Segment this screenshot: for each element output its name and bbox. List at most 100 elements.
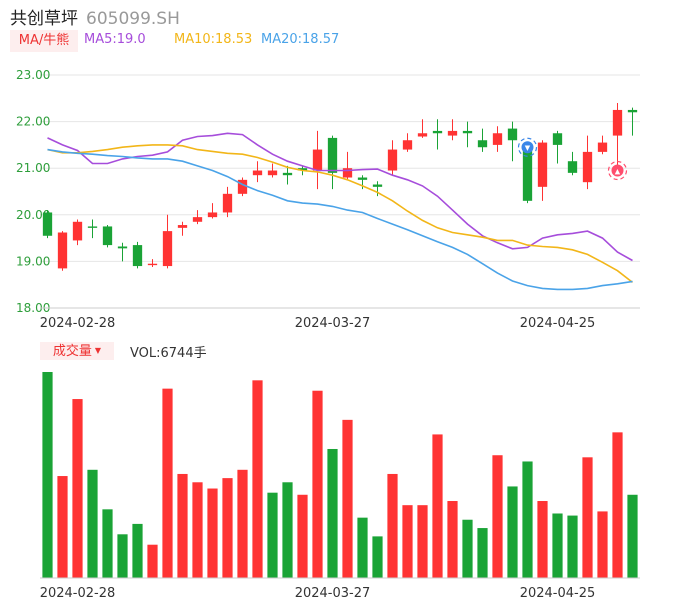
y-tick-label: 22.00 xyxy=(16,115,50,129)
svg-text:▲: ▲ xyxy=(615,168,621,176)
candle-body xyxy=(627,109,638,113)
x-tick-label: 2024-03-27 xyxy=(295,316,371,331)
candle-body xyxy=(132,245,143,267)
volume-value: VOL:6744手 xyxy=(130,346,207,361)
volume-bar xyxy=(537,501,548,578)
bull-signal-icon[interactable]: ▲ xyxy=(607,160,628,181)
volume-bar xyxy=(582,457,593,578)
volume-bar xyxy=(522,461,533,578)
volume-bar xyxy=(192,482,203,578)
candle-body xyxy=(537,142,548,187)
volume-bar xyxy=(627,494,638,578)
candle-body xyxy=(357,177,368,180)
volume-bar xyxy=(42,372,53,578)
volume-bar xyxy=(222,478,233,578)
volume-bar xyxy=(477,528,488,578)
candle-body xyxy=(597,142,608,152)
volume-bar xyxy=(252,380,263,578)
volume-bar xyxy=(117,534,128,578)
ma-bull-bear-toggle[interactable]: MA/牛熊 xyxy=(10,30,78,52)
candle-body xyxy=(552,133,563,145)
volume-bar xyxy=(102,509,113,578)
volume-bar xyxy=(417,505,428,578)
stock-name: 共创草坪 xyxy=(10,9,78,29)
volume-bar xyxy=(342,419,353,578)
ma5-line xyxy=(47,132,633,262)
candle-body xyxy=(417,133,428,137)
candle-body xyxy=(612,109,623,136)
candle-body xyxy=(102,226,113,246)
y-tick-label: 19.00 xyxy=(16,254,50,268)
ma10-line xyxy=(47,144,633,284)
x-tick-label: 2024-04-25 xyxy=(520,316,596,331)
volume-tag-label: 成交量 xyxy=(52,344,92,359)
volume-bar xyxy=(492,455,503,578)
x-tick-label: 2024-02-28 xyxy=(40,316,116,331)
volume-bar xyxy=(72,399,83,578)
candle-body xyxy=(42,212,53,236)
y-tick-label: 20.00 xyxy=(16,208,50,222)
candle-body xyxy=(477,140,488,148)
candle-body xyxy=(222,193,233,213)
candle-body xyxy=(447,130,458,136)
ma10-legend: MA10:18.53 xyxy=(174,32,253,47)
volume-bar xyxy=(57,476,68,578)
candle-body xyxy=(72,221,83,241)
ma20-legend: MA20:18.57 xyxy=(261,32,340,47)
volume-indicator-dropdown[interactable]: 成交量 ▼ xyxy=(40,342,114,360)
volume-bar xyxy=(402,505,413,578)
volume-bar xyxy=(387,473,398,578)
x-tick-label: 2024-02-28 xyxy=(40,586,116,601)
candle-body xyxy=(387,149,398,171)
candle-body xyxy=(297,168,308,171)
volume-bar xyxy=(162,388,173,578)
candle-body xyxy=(177,225,188,228)
candle-body xyxy=(312,149,323,171)
candle-body xyxy=(462,130,473,134)
candle-body xyxy=(237,179,248,194)
y-tick-label: 18.00 xyxy=(16,301,50,315)
bear-signal-icon[interactable]: ▼ xyxy=(517,137,538,157)
stock-title: 共创草坪 605099.SH xyxy=(10,4,180,29)
volume-bar xyxy=(177,473,188,578)
volume-bar xyxy=(597,511,608,578)
volume-bar xyxy=(462,519,473,578)
volume-bar xyxy=(267,492,278,578)
candle-body xyxy=(147,263,158,266)
ma20-line xyxy=(47,148,633,291)
candle-body xyxy=(342,168,353,178)
volume-bar xyxy=(357,517,368,578)
candle-body xyxy=(372,184,383,187)
volume-bar xyxy=(507,486,518,578)
dropdown-caret-icon: ▼ xyxy=(94,346,102,355)
volume-bar xyxy=(237,469,248,578)
candle-body xyxy=(492,133,503,145)
volume-bar xyxy=(207,488,218,578)
volume-bar xyxy=(327,448,338,578)
y-tick-label: 21.00 xyxy=(16,161,50,175)
volume-bar xyxy=(447,501,458,578)
x-tick-label: 2024-03-27 xyxy=(295,586,371,601)
candle-body xyxy=(522,149,533,201)
candle-body xyxy=(567,161,578,173)
stock-code: 605099.SH xyxy=(86,9,180,29)
candle-body xyxy=(57,232,68,269)
candle-body xyxy=(327,137,338,173)
volume-bar xyxy=(282,482,293,578)
candle-body xyxy=(507,128,518,141)
volume-bar xyxy=(132,523,143,578)
candle-body xyxy=(192,217,203,222)
volume-bar xyxy=(567,515,578,578)
candle-body xyxy=(87,226,98,228)
volume-bar xyxy=(612,432,623,578)
volume-bar xyxy=(297,494,308,578)
candle-body xyxy=(207,212,218,218)
volume-bar xyxy=(87,469,98,578)
candle-body xyxy=(432,130,443,134)
candle-body xyxy=(117,246,128,249)
volume-bar xyxy=(147,544,158,578)
volume-bar xyxy=(372,536,383,578)
volume-bar xyxy=(432,434,443,578)
ma5-legend: MA5:19.0 xyxy=(84,32,146,47)
